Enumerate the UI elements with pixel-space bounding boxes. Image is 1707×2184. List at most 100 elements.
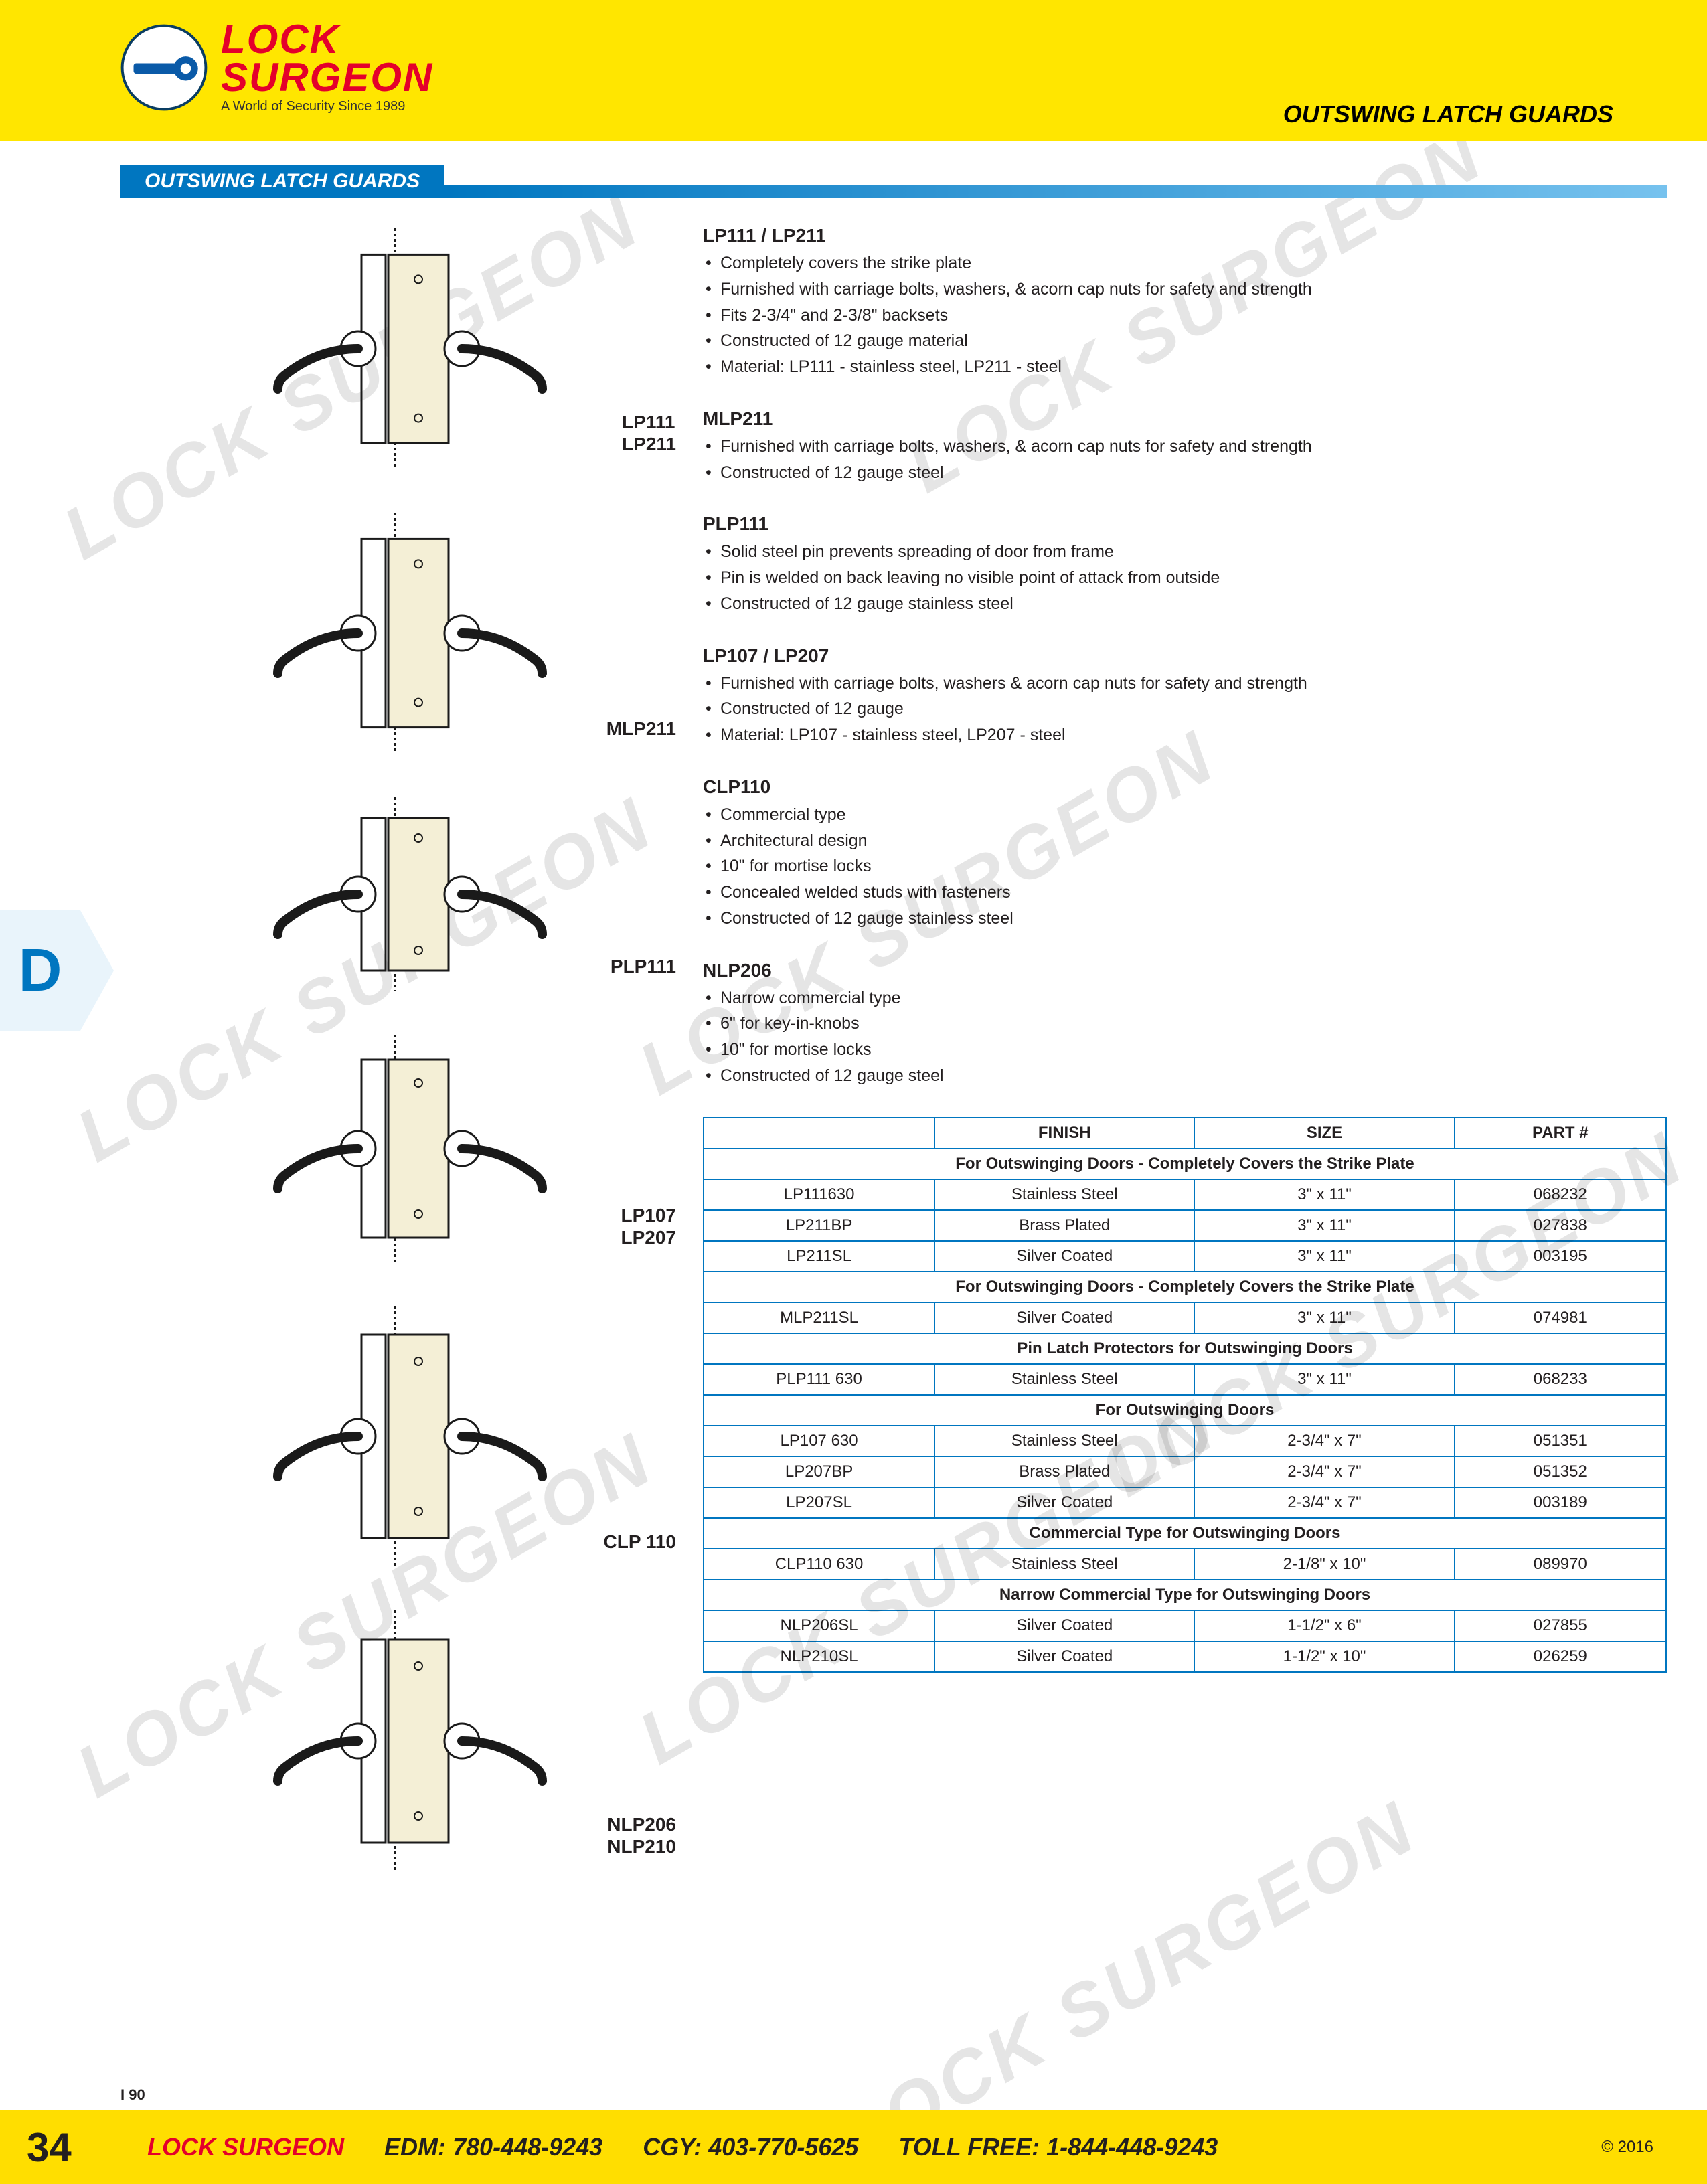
logo-key-icon xyxy=(120,24,208,111)
section-bar: OUTSWING LATCH GUARDS xyxy=(120,161,1667,198)
table-row: LP207SLSilver Coated2-3/4" x 7"003189 xyxy=(704,1487,1666,1518)
spec-title: PLP111 xyxy=(703,513,1667,535)
footer-brand: LOCK SURGEON xyxy=(147,2133,344,2161)
table-row: LP211SLSilver Coated3" x 11"003195 xyxy=(704,1241,1666,1272)
table-cell: LP211SL xyxy=(704,1241,934,1272)
spec-item: 6" for key-in-knobs xyxy=(703,1011,1667,1037)
spec-item: Constructed of 12 gauge xyxy=(703,696,1667,722)
figure-label: LP107LP207 xyxy=(621,1204,677,1249)
table-cell: 027838 xyxy=(1455,1210,1666,1241)
table-cell: 003195 xyxy=(1455,1241,1666,1272)
table-row: LP107 630Stainless Steel2-3/4" x 7"05135… xyxy=(704,1426,1666,1456)
product-figure: CLP 110 xyxy=(120,1303,669,1574)
table-row: PLP111 630Stainless Steel3" x 11"068233 xyxy=(704,1364,1666,1395)
th-size: SIZE xyxy=(1194,1118,1454,1149)
table-group-title: For Outswinging Doors xyxy=(704,1395,1666,1426)
table-row: NLP206SLSilver Coated1-1/2" x 6"027855 xyxy=(704,1610,1666,1641)
specs-column: LP111 / LP211 Completely covers the strik… xyxy=(703,225,1667,1912)
logo-line2: SURGEON xyxy=(221,58,433,96)
footer-toll: TOLL FREE: 1-844-448-9243 xyxy=(898,2133,1218,2161)
header-band: LOCK SURGEON A World of Security Since 1… xyxy=(0,0,1707,141)
spec-item: Commercial type xyxy=(703,802,1667,828)
figure-label: LP111LP211 xyxy=(622,411,676,456)
copyright: © 2016 xyxy=(1601,2138,1653,2157)
spec-title: LP111 / LP211 xyxy=(703,225,1667,246)
parts-table: FINISH SIZE PART # For Outswinging Doors… xyxy=(703,1117,1667,1673)
table-cell: 1-1/2" x 6" xyxy=(1194,1610,1454,1641)
table-row: CLP110 630Stainless Steel2-1/8" x 10"089… xyxy=(704,1549,1666,1580)
spec-item: Constructed of 12 gauge stainless steel xyxy=(703,591,1667,617)
table-row: LP111630Stainless Steel3" x 11"068232 xyxy=(704,1179,1666,1210)
table-cell: Brass Plated xyxy=(934,1456,1194,1487)
table-cell: 3" x 11" xyxy=(1194,1364,1454,1395)
product-figure: PLP111 xyxy=(120,794,669,998)
table-cell: Silver Coated xyxy=(934,1241,1194,1272)
footer-cgy: CGY: 403-770-5625 xyxy=(643,2133,858,2161)
table-cell: NLP210SL xyxy=(704,1641,934,1672)
table-cell: LP211BP xyxy=(704,1210,934,1241)
table-cell: 027855 xyxy=(1455,1610,1666,1641)
table-cell: 051351 xyxy=(1455,1426,1666,1456)
table-group-row: For Outswinging Doors - Completely Cover… xyxy=(704,1149,1666,1179)
table-cell: MLP211SL xyxy=(704,1303,934,1333)
th-part: PART # xyxy=(1455,1118,1666,1149)
table-cell: Stainless Steel xyxy=(934,1426,1194,1456)
table-group-row: Narrow Commercial Type for Outswinging D… xyxy=(704,1580,1666,1610)
page-number: 34 xyxy=(27,2124,107,2171)
spec-item: Solid steel pin prevents spreading of do… xyxy=(703,539,1667,565)
table-cell: 3" x 11" xyxy=(1194,1210,1454,1241)
spec-item: Fits 2-3/4" and 2-3/8" backsets xyxy=(703,303,1667,329)
table-group-title: Commercial Type for Outswinging Doors xyxy=(704,1518,1666,1549)
spec-item: Furnished with carriage bolts, washers &… xyxy=(703,671,1667,697)
section-gradient xyxy=(444,185,1667,198)
revision-code: I 90 xyxy=(120,2086,145,2104)
table-cell: Silver Coated xyxy=(934,1610,1194,1641)
table-cell: LP207BP xyxy=(704,1456,934,1487)
spec-item: Completely covers the strike plate xyxy=(703,250,1667,276)
table-group-title: Narrow Commercial Type for Outswinging D… xyxy=(704,1580,1666,1610)
product-figure: MLP211 xyxy=(120,509,669,760)
table-cell: 068233 xyxy=(1455,1364,1666,1395)
product-figure: LP107LP207 xyxy=(120,1031,669,1269)
th-blank xyxy=(704,1118,934,1149)
table-row: NLP210SLSilver Coated1-1/2" x 10"026259 xyxy=(704,1641,1666,1672)
spec-item: Material: LP111 - stainless steel, LP211… xyxy=(703,354,1667,380)
table-cell: Silver Coated xyxy=(934,1487,1194,1518)
page: LOCK SURGEON LOCK SURGEON LOCK SURGEON L… xyxy=(0,0,1707,2184)
spec-item: Architectural design xyxy=(703,828,1667,854)
figure-label: CLP 110 xyxy=(604,1531,676,1553)
spec-item: Furnished with carriage bolts, washers, … xyxy=(703,276,1667,303)
spec-item: 10" for mortise locks xyxy=(703,1037,1667,1063)
spec-item: Concealed welded studs with fasteners xyxy=(703,879,1667,906)
table-cell: 003189 xyxy=(1455,1487,1666,1518)
table-header-row: FINISH SIZE PART # xyxy=(704,1118,1666,1149)
spec-title: CLP110 xyxy=(703,776,1667,798)
table-group-row: Commercial Type for Outswinging Doors xyxy=(704,1518,1666,1549)
table-cell: 1-1/2" x 10" xyxy=(1194,1641,1454,1672)
table-cell: 026259 xyxy=(1455,1641,1666,1672)
table-cell: 2-3/4" x 7" xyxy=(1194,1456,1454,1487)
spec-block: PLP111 Solid steel pin prevents spreading… xyxy=(703,513,1667,616)
spec-item: 10" for mortise locks xyxy=(703,853,1667,879)
table-cell: LP111630 xyxy=(704,1179,934,1210)
spec-item: Furnished with carriage bolts, washers, … xyxy=(703,434,1667,460)
spec-block: MLP211Furnished with carriage bolts, was… xyxy=(703,408,1667,486)
table-cell: 089970 xyxy=(1455,1549,1666,1580)
table-cell: 3" x 11" xyxy=(1194,1303,1454,1333)
logo-tagline: A World of Security Since 1989 xyxy=(221,99,433,114)
spec-item: Constructed of 12 gauge material xyxy=(703,328,1667,354)
table-cell: Brass Plated xyxy=(934,1210,1194,1241)
side-tab-d: D xyxy=(0,910,80,1031)
product-figure: NLP206NLP210 xyxy=(120,1607,669,1878)
header-title: OUTSWING LATCH GUARDS xyxy=(1283,100,1613,129)
table-cell: LP107 630 xyxy=(704,1426,934,1456)
content-area: LP111LP211 MLP211 PLP111 LP10 xyxy=(0,225,1707,1912)
spec-item: Constructed of 12 gauge steel xyxy=(703,1063,1667,1089)
figure-label: NLP206NLP210 xyxy=(607,1813,676,1858)
logo-line1: LOCK xyxy=(221,20,433,58)
section-title: OUTSWING LATCH GUARDS xyxy=(120,165,444,198)
table-group-title: For Outswinging Doors - Completely Cover… xyxy=(704,1149,1666,1179)
table-cell: Stainless Steel xyxy=(934,1549,1194,1580)
spec-item: Pin is welded on back leaving no visible… xyxy=(703,565,1667,591)
logo-block: LOCK SURGEON A World of Security Since 1… xyxy=(120,20,433,114)
